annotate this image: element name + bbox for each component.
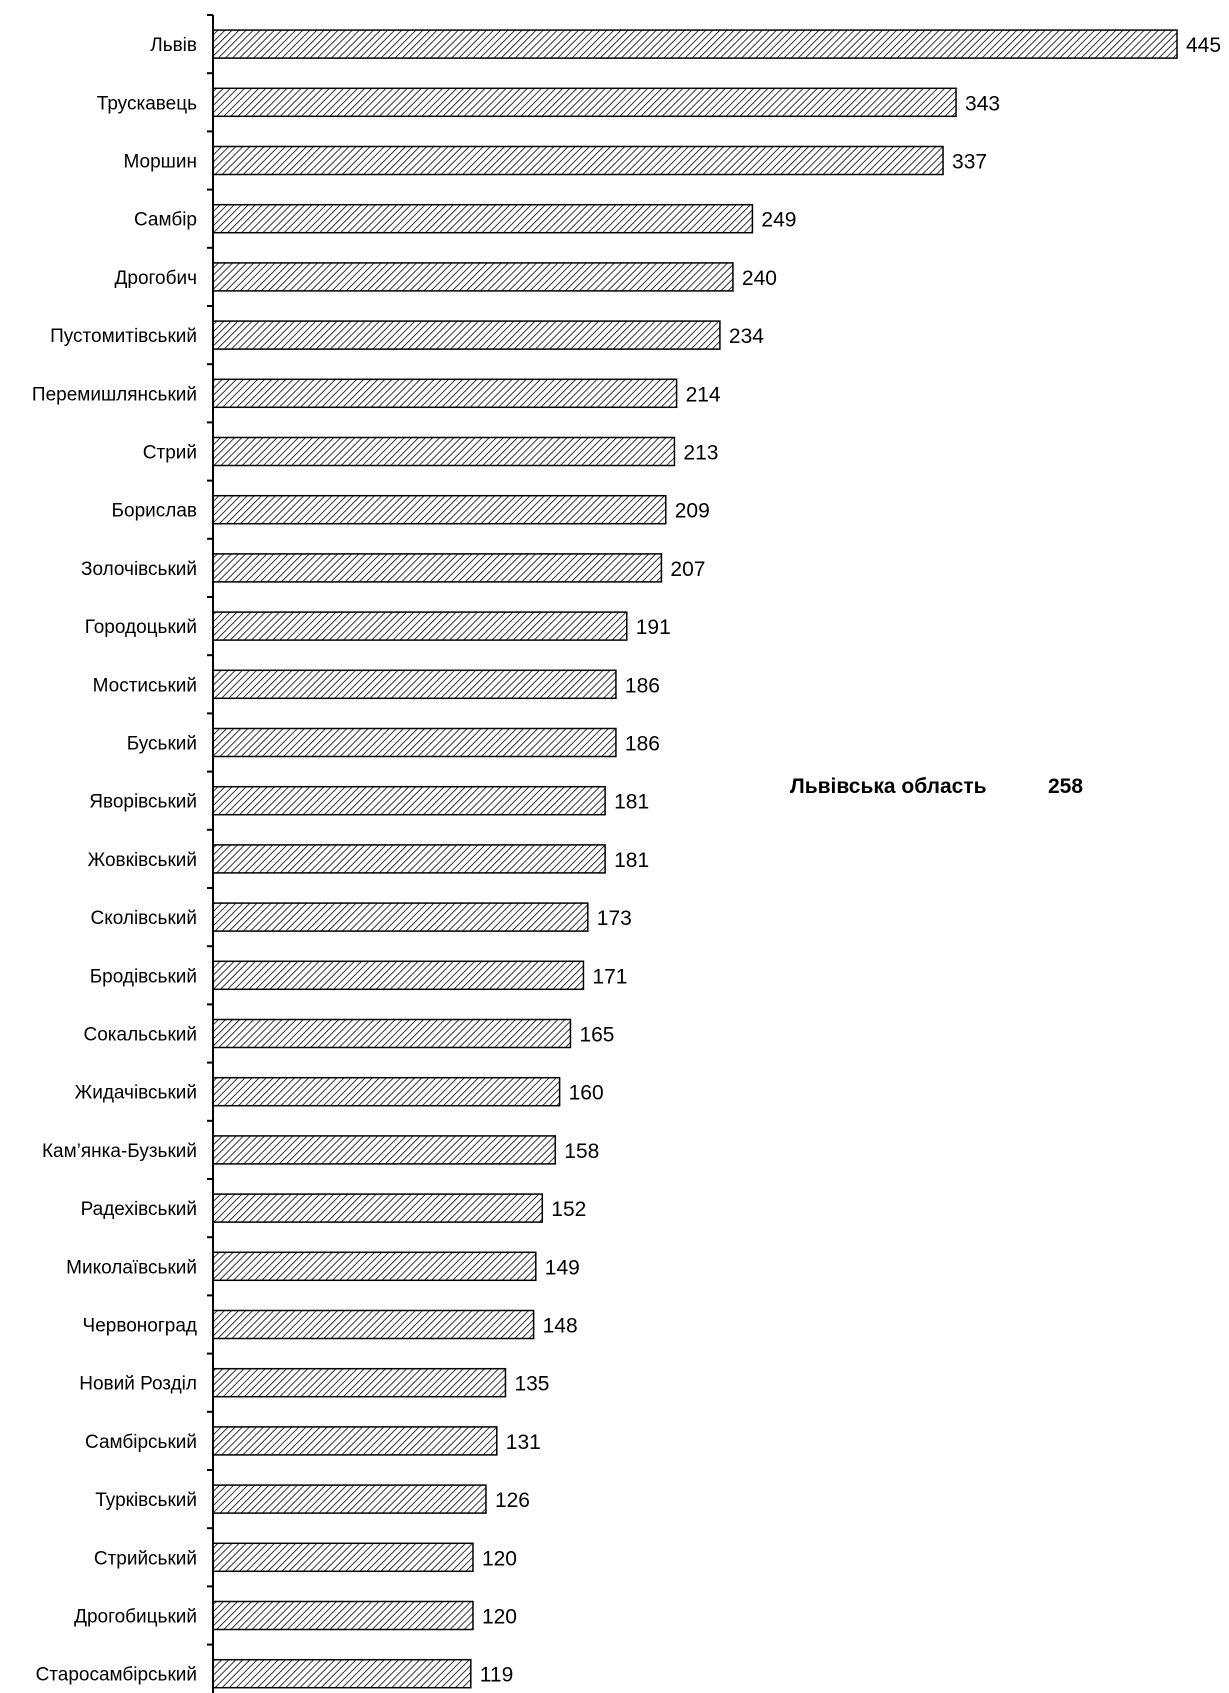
category-label: Самбірський	[85, 1432, 197, 1453]
value-label: 119	[480, 1664, 513, 1687]
value-label: 120	[482, 1606, 517, 1629]
value-label: 160	[569, 1082, 604, 1105]
value-label: 120	[482, 1547, 517, 1570]
value-label: 249	[761, 209, 796, 232]
bar	[212, 611, 628, 641]
bar	[212, 436, 676, 467]
category-label: Буський	[127, 734, 197, 755]
category-label: Радехівський	[81, 1199, 197, 1220]
value-label: 131	[506, 1431, 541, 1454]
category-label: Новий Розділ	[79, 1374, 197, 1395]
value-label: 152	[551, 1198, 586, 1221]
bar	[212, 844, 606, 874]
category-label: Пустомитівський	[50, 326, 197, 347]
category-label: Бродівський	[90, 966, 197, 987]
category-label: Миколаївський	[66, 1257, 197, 1278]
bar	[212, 1484, 487, 1514]
bar	[212, 262, 734, 292]
value-label: 343	[965, 92, 1000, 115]
value-label: 207	[670, 558, 705, 581]
bar	[212, 1542, 474, 1573]
bar	[212, 669, 617, 700]
bar	[212, 378, 678, 409]
category-label: Самбір	[134, 210, 197, 231]
bar	[212, 1309, 535, 1340]
category-label: Городоцький	[85, 617, 197, 638]
category-label: Жидачівський	[75, 1083, 197, 1104]
category-label: Борислав	[112, 501, 197, 522]
value-label: 186	[625, 674, 660, 697]
annotation-label: Львівська область	[790, 775, 987, 798]
category-label: Дрогобицький	[74, 1607, 197, 1628]
category-label: Стрийський	[94, 1548, 197, 1569]
category-label: Мостиський	[93, 675, 197, 696]
value-label: 181	[614, 849, 649, 872]
category-label: Перемишлянський	[32, 384, 197, 405]
value-label: 240	[742, 267, 777, 290]
value-label: 445	[1186, 34, 1221, 57]
value-label: 173	[597, 907, 632, 930]
bar	[212, 727, 617, 758]
category-label: Дрогобич	[115, 268, 197, 289]
category-label: Львів	[150, 35, 197, 56]
value-label: 158	[564, 1140, 599, 1163]
value-label: 135	[514, 1373, 549, 1396]
category-label: Жовківський	[88, 850, 197, 871]
bar	[212, 1076, 561, 1107]
bar	[212, 1135, 557, 1165]
annotation-value: 258	[1048, 775, 1083, 798]
category-label: Червоноград	[83, 1316, 197, 1337]
value-label: 234	[729, 325, 764, 348]
bar	[212, 320, 721, 350]
category-label: Золочівський	[81, 559, 197, 580]
bars-group: Львів 445 Трускавець 343 Моршин 337 Самбір 249 Д…	[32, 29, 1221, 1689]
annotation: Львівська область 258	[790, 775, 1083, 798]
value-label: 181	[614, 791, 649, 814]
value-label: 191	[636, 616, 671, 639]
value-label: 209	[675, 500, 710, 523]
bar	[212, 1018, 572, 1049]
category-label: Турківський	[95, 1490, 197, 1511]
category-label: Сколівський	[90, 908, 197, 929]
value-label: 214	[686, 383, 721, 406]
category-label: Кам’янка-Бузький	[42, 1141, 197, 1162]
bar	[212, 960, 585, 991]
value-label: 186	[625, 733, 660, 756]
value-label: 126	[495, 1489, 530, 1512]
value-label: 148	[543, 1315, 578, 1338]
category-label: Стрий	[143, 443, 197, 464]
value-label: 337	[952, 151, 987, 174]
value-label: 213	[683, 442, 718, 465]
value-label: 149	[545, 1256, 580, 1279]
y-axis-ticks	[207, 14, 213, 1646]
bar	[212, 145, 944, 176]
bar	[212, 87, 957, 118]
bar	[212, 1367, 507, 1398]
bar	[212, 1193, 544, 1223]
bar	[212, 203, 754, 234]
category-label: Сокальський	[83, 1025, 197, 1046]
value-label: 165	[579, 1024, 614, 1047]
bar	[212, 902, 589, 932]
category-label: Моршин	[123, 152, 197, 173]
bar	[212, 29, 1178, 59]
bar	[212, 1600, 474, 1631]
category-label: Старосамбірський	[36, 1665, 197, 1686]
bar	[212, 785, 606, 816]
category-label: Трускавець	[97, 93, 197, 114]
bar	[212, 494, 667, 525]
bar	[212, 1251, 537, 1282]
bar	[212, 1658, 472, 1689]
category-label: Яворівський	[89, 792, 197, 813]
bar	[212, 553, 663, 583]
bar	[212, 1426, 498, 1456]
value-label: 171	[592, 965, 627, 988]
